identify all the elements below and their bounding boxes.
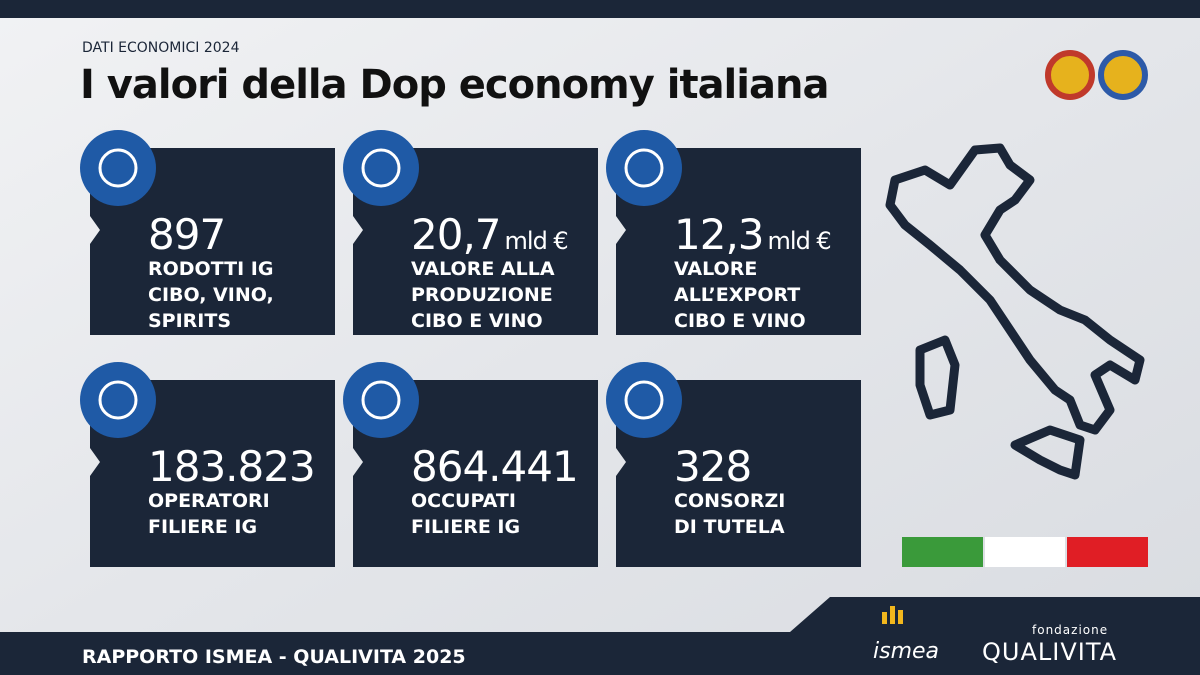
card-value-number: 897 bbox=[148, 210, 225, 259]
logo-fondazione: fondazione bbox=[1032, 623, 1108, 637]
card-label: CIBO E VINO bbox=[411, 310, 543, 332]
ismea-mark bbox=[882, 606, 903, 624]
card bbox=[616, 148, 861, 335]
card-icon bbox=[606, 130, 682, 206]
card-value-number: 864.441 bbox=[411, 442, 578, 491]
card-label: DI TUTELA bbox=[674, 516, 785, 538]
logo-qualivita: QUALIVITA bbox=[982, 638, 1117, 666]
kicker: DATI ECONOMICI 2024 bbox=[82, 40, 240, 56]
card-label: CIBO, VINO, bbox=[148, 284, 274, 306]
card-value-number: 20,7 bbox=[411, 210, 501, 259]
card-label: PRODUZIONE bbox=[411, 284, 553, 306]
card-value: 183.823 bbox=[148, 442, 315, 491]
card-value: 12,3 mld € bbox=[674, 210, 831, 259]
card-label: CONSORZI bbox=[674, 490, 785, 512]
card-label: VALORE ALLA bbox=[411, 258, 555, 280]
card-icon bbox=[606, 362, 682, 438]
card-value: 20,7 mld € bbox=[411, 210, 568, 259]
card-label: OPERATORI bbox=[148, 490, 270, 512]
card bbox=[353, 380, 598, 567]
title: I valori della Dop economy italiana bbox=[80, 62, 828, 108]
card bbox=[616, 380, 861, 567]
footer-text: RAPPORTO ISMEA - QUALIVITA 2025 bbox=[82, 646, 466, 668]
card-icon bbox=[343, 362, 419, 438]
card-icon bbox=[80, 362, 156, 438]
card-value-number: 328 bbox=[674, 442, 751, 491]
card-value-number: 183.823 bbox=[148, 442, 315, 491]
italy-map bbox=[885, 143, 1145, 480]
card-label: FILIERE IG bbox=[411, 516, 520, 538]
card-label: VALORE bbox=[674, 258, 757, 280]
card-icon-glyph bbox=[361, 148, 401, 188]
card-label: ALL’EXPORT bbox=[674, 284, 800, 306]
card-label: CIBO E VINO bbox=[674, 310, 806, 332]
card-icon-glyph bbox=[361, 380, 401, 420]
card-icon-glyph bbox=[98, 380, 138, 420]
logo-ismea: ismea bbox=[873, 639, 939, 664]
card-icon bbox=[343, 130, 419, 206]
card-label: RODOTTI IG bbox=[148, 258, 273, 280]
card bbox=[90, 148, 335, 335]
card-value: 864.441 bbox=[411, 442, 578, 491]
card-icon-glyph bbox=[624, 380, 664, 420]
top-bar bbox=[0, 0, 1200, 18]
italian-flag bbox=[902, 537, 1148, 567]
card-icon-glyph bbox=[98, 148, 138, 188]
card-value-unit: mld € bbox=[505, 227, 568, 255]
card-icon-glyph bbox=[624, 148, 664, 188]
card-label: FILIERE IG bbox=[148, 516, 257, 538]
card bbox=[90, 380, 335, 567]
card-label: OCCUPATI bbox=[411, 490, 516, 512]
card-label: SPIRITS bbox=[148, 310, 231, 332]
card-value: 328 bbox=[674, 442, 751, 491]
card-value-number: 12,3 bbox=[674, 210, 764, 259]
card-icon bbox=[80, 130, 156, 206]
card bbox=[353, 148, 598, 335]
card-value: 897 bbox=[148, 210, 225, 259]
dop-seals bbox=[1045, 50, 1148, 100]
card-value-unit: mld € bbox=[768, 227, 831, 255]
